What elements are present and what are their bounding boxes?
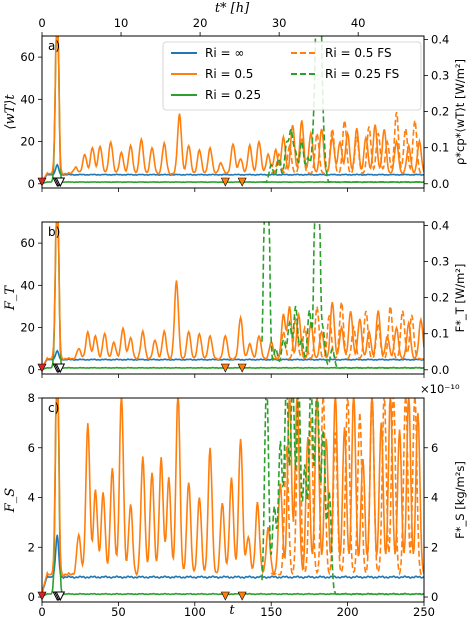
- x-axis: 0 50 100 150 200 250 t: [38, 603, 435, 619]
- y-tick-label: 60: [20, 50, 35, 64]
- y-right-tick-label: 0.4: [431, 32, 449, 46]
- marker-orange: [237, 591, 247, 601]
- marker-orange: [220, 591, 230, 601]
- x-axis-tick-label: 200: [337, 605, 359, 619]
- series-ri-05-fs: [270, 111, 424, 175]
- x-axis-tick-label: 150: [260, 605, 282, 619]
- legend-label: Ri = 0.5: [205, 67, 253, 81]
- series-ri-inf: [42, 534, 424, 594]
- marker-red: [37, 363, 47, 373]
- x-axis-tick-label: 50: [111, 605, 126, 619]
- series-ri-05-fs: [270, 398, 424, 577]
- marker-red: [37, 591, 47, 601]
- y-tick-label: 0: [28, 590, 35, 604]
- top-axis-label: t* [h]: [215, 1, 250, 16]
- top-axis-tick-label: 10: [114, 16, 129, 30]
- series-ri-05: [42, 222, 424, 368]
- y-tick-label: 6: [28, 441, 35, 455]
- top-axis-tick-label: 30: [272, 16, 287, 30]
- y-tick-label: 8: [28, 391, 35, 405]
- panel-plot-area: [42, 36, 424, 185]
- series-ri-025-fs: [261, 36, 424, 184]
- panel-frame: [41, 397, 425, 603]
- y-axis-label: F_T: [3, 285, 18, 312]
- series-ri-025-fs: [261, 398, 424, 596]
- y-right-axis-label: ρ*cp*⟨wT⟩t [W/m²]: [453, 59, 467, 165]
- y-right-tick-label: 2: [431, 540, 438, 554]
- y-tick-label: 20: [20, 135, 35, 149]
- legend-label: Ri = 0.25 FS: [325, 67, 399, 81]
- y-right-tick-label: 0.3: [431, 69, 449, 83]
- legend-box: [162, 41, 422, 111]
- marker-orange: [220, 177, 230, 187]
- top-axis: t* [h] 0 10 20 30 40: [38, 1, 366, 36]
- panel-plot-area: [42, 222, 424, 371]
- y-right-axis-label: F*_T [W/m²]: [453, 264, 467, 333]
- y-right-tick-label: 0: [431, 590, 438, 604]
- panel-frame: [41, 221, 425, 375]
- x-axis-label: t: [229, 603, 235, 618]
- series-ri-inf: [42, 163, 424, 183]
- marker-orange: [237, 363, 247, 373]
- y-tick-label: 0: [28, 177, 35, 191]
- y-right-tick-label: 0.1: [431, 141, 449, 155]
- panel: 0 20 40 60 0.0 0.1 0.2 0.3 0.4 b) F_T F*_T [W/m²]: [3, 218, 467, 378]
- x-axis-tick-label: 0: [38, 605, 45, 619]
- marker-orange: [220, 363, 230, 373]
- x-axis-tick-label: 250: [413, 605, 435, 619]
- y-right-tick-label: 0.0: [431, 177, 449, 191]
- panel-label: c): [48, 401, 59, 415]
- series-ri-025-fs: [261, 222, 424, 370]
- top-axis-ticks: 0 10 20 30 40: [38, 16, 366, 36]
- legend: Ri = ∞ Ri = 0.5 Ri = 0.25 Ri = 0.5 FS Ri = 0…: [162, 41, 422, 111]
- y-right-tick-label: 0.2: [431, 291, 449, 305]
- y-right-axis-label: F*_S [kg/m²s]: [453, 461, 467, 539]
- y-right-tick-label: 0.2: [431, 105, 449, 119]
- y-tick-label: 0: [28, 363, 35, 377]
- top-axis-tick-label: 40: [351, 16, 366, 30]
- y-right-tick-label: 0.3: [431, 255, 449, 269]
- marker-red: [37, 177, 47, 187]
- top-axis-tick-label: 0: [38, 16, 45, 30]
- legend-label: Ri = 0.5 FS: [325, 46, 392, 60]
- x-axis-tick-label: 100: [184, 605, 206, 619]
- top-axis-tick-label: 20: [193, 16, 208, 30]
- y-right-tick-label: 0.0: [431, 363, 449, 377]
- y-tick-label: 40: [20, 278, 35, 292]
- y-right-tick-label: 4: [431, 491, 438, 505]
- legend-label: Ri = 0.25: [205, 88, 261, 102]
- y-right-tick-label: 6: [431, 441, 438, 455]
- marker-orange: [237, 177, 247, 187]
- marker-black: [55, 363, 66, 374]
- y-tick-label: 20: [20, 321, 35, 335]
- marker-black: [55, 177, 66, 188]
- y-tick-label: 2: [28, 540, 35, 554]
- y-axis-label: F_S: [3, 488, 18, 514]
- series-ri-025: [42, 36, 424, 185]
- panel-label: b): [48, 225, 60, 239]
- y-right-multiplier: ×10⁻¹⁰: [420, 382, 460, 396]
- y-tick-label: 60: [20, 236, 35, 250]
- y-tick-label: 4: [28, 491, 35, 505]
- y-right-tick-label: 0.4: [431, 218, 449, 232]
- legend-label: Ri = ∞: [205, 46, 244, 60]
- y-tick-label: 40: [20, 92, 35, 106]
- panel: 0 20 40 60 0.0 0.1 0.2 0.3 0.4 a) ⟨wT⟩t ρ*cp*⟨wT⟩t …: [3, 32, 467, 192]
- y-axis-label: ⟨wT⟩t: [3, 94, 18, 130]
- y-right-tick-label: 0.1: [431, 327, 449, 341]
- series-ri-05: [42, 398, 424, 593]
- x-axis-ticks: 0 50 100 150 200 250: [38, 605, 435, 619]
- panel-label: a): [48, 39, 60, 53]
- panel: 0 2 4 6 8 0 2 4 6 ×10⁻¹⁰ c) F_S F*_S [kg/m²s]: [3, 382, 467, 606]
- panel-plot-area: [42, 398, 424, 598]
- marker-black: [55, 591, 66, 602]
